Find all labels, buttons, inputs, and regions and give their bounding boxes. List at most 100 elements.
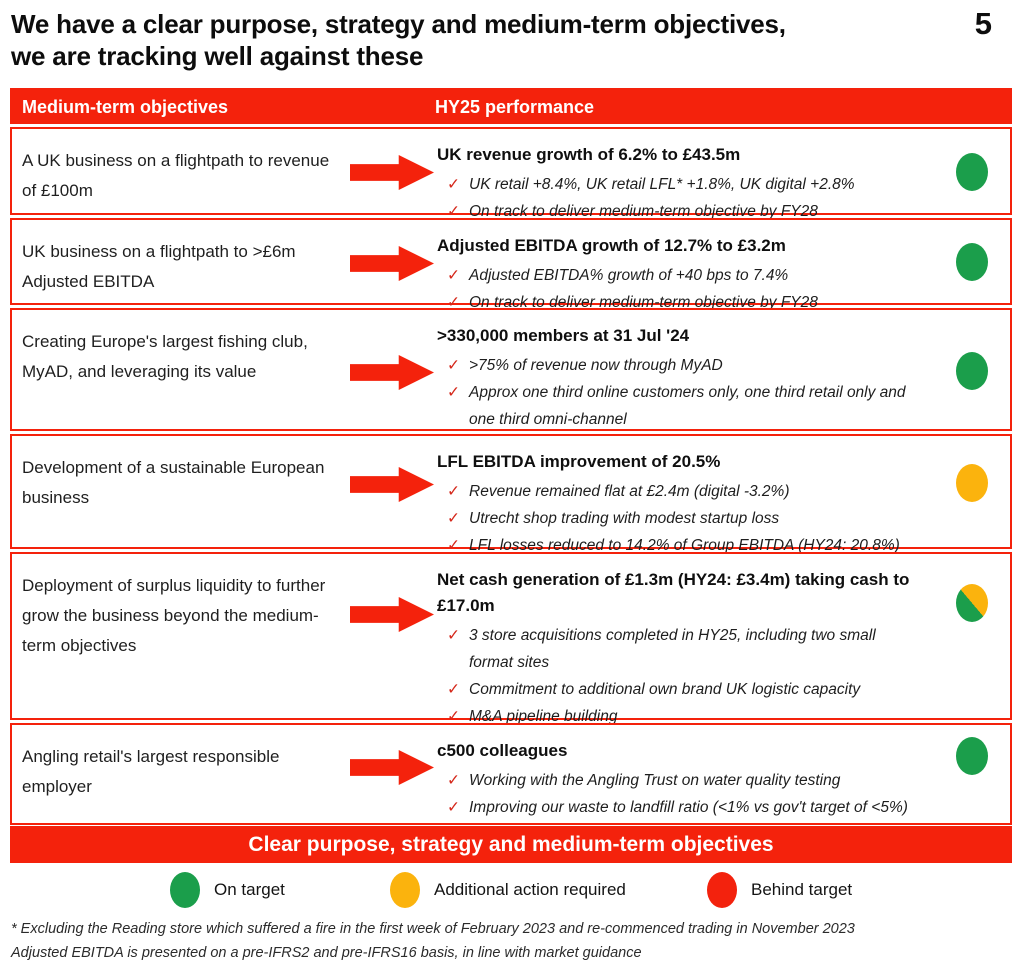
arrow-right-icon xyxy=(350,750,434,785)
bullet-text: Utrecht shop trading with modest startup… xyxy=(469,510,780,527)
legend-item-on-target: On target xyxy=(170,872,285,908)
performance-cell: UK revenue growth of 6.2% to £43.5m ✓ UK … xyxy=(437,142,919,225)
checkmark-icon: ✓ xyxy=(447,203,460,220)
footnote-reading-store: * Excluding the Reading store which suff… xyxy=(11,921,855,937)
red-circle-icon xyxy=(707,872,737,908)
bullet-text: Improving our waste to landfill ratio (<… xyxy=(469,799,908,816)
table-row: Development of a sustainable European bu… xyxy=(10,434,1012,554)
header-medium-term-objectives: Medium-term objectives xyxy=(22,97,229,117)
bullet-text: >75% of revenue now through MyAD xyxy=(469,357,723,374)
bullet-text: M&A pipeline building xyxy=(469,708,618,725)
summary-banner-text: Clear purpose, strategy and medium-term … xyxy=(248,832,774,856)
bullet-text: UK retail +8.4%, UK retail LFL* +1.8%, U… xyxy=(469,176,855,193)
performance-headline: LFL EBITDA improvement of 20.5% xyxy=(437,452,721,471)
performance-bullet: ✓ Improving our waste to landfill ratio (… xyxy=(437,794,919,821)
amber-circle-icon xyxy=(390,872,420,908)
page-number: 5 xyxy=(974,6,992,41)
arrow-right-icon xyxy=(350,597,434,632)
bullet-text: On track to deliver medium-term objectiv… xyxy=(469,203,818,220)
performance-headline: Adjusted EBITDA growth of 12.7% to £3.2m xyxy=(437,236,786,255)
objective-text: UK business on a flightpath to >£6m Adju… xyxy=(22,242,296,291)
arrow-right-icon xyxy=(350,155,434,190)
status-indicator xyxy=(956,243,988,281)
checkmark-icon: ✓ xyxy=(447,384,460,401)
checkmark-icon: ✓ xyxy=(447,357,460,374)
header-hy25-performance: HY25 performance xyxy=(435,97,595,117)
checkmark-icon: ✓ xyxy=(447,483,460,500)
bullet-text: On track to deliver medium-term objectiv… xyxy=(469,294,818,311)
performance-bullet: ✓ On track to deliver medium-term objecti… xyxy=(437,198,919,225)
status-indicator-split xyxy=(956,584,988,622)
performance-headline: Net cash generation of £1.3m (HY24: £3.4… xyxy=(437,570,910,615)
checkmark-icon: ✓ xyxy=(447,708,460,725)
checkmark-icon: ✓ xyxy=(447,267,460,284)
page-title-line-2: we are tracking well against these xyxy=(11,41,424,71)
objectives-table: Medium-term objectives HY25 performance … xyxy=(10,88,1012,825)
objective-text: Angling retail's largest responsible emp… xyxy=(22,747,280,796)
performance-cell: >330,000 members at 31 Jul '24 ✓ >75% of … xyxy=(437,323,919,433)
summary-banner: Clear purpose, strategy and medium-term … xyxy=(10,826,1012,863)
table-row: A UK business on a flightpath to revenue… xyxy=(10,127,1012,220)
checkmark-icon: ✓ xyxy=(447,294,460,311)
performance-cell: Adjusted EBITDA growth of 12.7% to £3.2m… xyxy=(437,233,919,316)
arrow-right-icon xyxy=(350,355,434,390)
page-title: We have a clear purpose, strategy and me… xyxy=(11,8,911,72)
performance-bullet: ✓ M&A pipeline building xyxy=(437,703,919,730)
performance-bullet: ✓ Utrecht shop trading with modest startu… xyxy=(437,505,919,532)
legend-label: Behind target xyxy=(751,880,853,899)
checkmark-icon: ✓ xyxy=(447,176,460,193)
bullet-text: Commitment to additional own brand UK lo… xyxy=(469,681,861,698)
checkmark-icon: ✓ xyxy=(447,627,460,644)
status-legend: On target Additional action required Beh… xyxy=(0,872,1020,912)
table-header: Medium-term objectives HY25 performance xyxy=(10,88,1012,124)
objective-text: A UK business on a flightpath to revenue… xyxy=(22,151,330,200)
bullet-text: Working with the Angling Trust on water … xyxy=(469,772,841,789)
legend-item-behind-target: Behind target xyxy=(707,872,852,908)
page-title-line-1: We have a clear purpose, strategy and me… xyxy=(11,9,786,39)
legend-item-additional-action: Additional action required xyxy=(390,872,626,908)
bullet-text: Adjusted EBITDA% growth of +40 bps to 7.… xyxy=(469,267,789,284)
performance-bullet: ✓ >75% of revenue now through MyAD xyxy=(437,352,919,379)
performance-headline: >330,000 members at 31 Jul '24 xyxy=(437,326,690,345)
checkmark-icon: ✓ xyxy=(447,537,460,554)
performance-bullet: ✓ Working with the Angling Trust on water… xyxy=(437,767,919,794)
performance-cell: c500 colleagues ✓ Working with the Anglin… xyxy=(437,738,919,821)
checkmark-icon: ✓ xyxy=(447,510,460,527)
checkmark-icon: ✓ xyxy=(447,681,460,698)
bullet-text: Revenue remained flat at £2.4m (digital … xyxy=(469,483,790,500)
performance-cell: LFL EBITDA improvement of 20.5% ✓ Revenue… xyxy=(437,449,919,559)
bullet-text: Approx one third online customers only, … xyxy=(469,384,906,428)
table-row: Angling retail's largest responsible emp… xyxy=(10,723,1012,825)
footnote-adjusted-ebitda: Adjusted EBITDA is presented on a pre-IF… xyxy=(11,945,642,961)
status-indicator xyxy=(956,153,988,191)
legend-label: Additional action required xyxy=(434,880,626,899)
performance-headline: UK revenue growth of 6.2% to £43.5m xyxy=(437,145,741,164)
performance-bullet: ✓ Adjusted EBITDA% growth of +40 bps to 7… xyxy=(437,262,919,289)
performance-bullet: ✓ 3 store acquisitions completed in HY25,… xyxy=(437,622,919,676)
bullet-text: LFL losses reduced to 14.2% of Group EBI… xyxy=(469,537,900,554)
table-row: Deployment of surplus liquidity to furth… xyxy=(10,552,1012,725)
arrow-right-icon xyxy=(350,467,434,502)
objective-text: Deployment of surplus liquidity to furth… xyxy=(22,576,326,655)
bullet-text: 3 store acquisitions completed in HY25, … xyxy=(469,627,876,671)
objective-text: Creating Europe's largest fishing club, … xyxy=(22,332,308,381)
legend-label: On target xyxy=(214,880,285,899)
performance-bullet: ✓ Commitment to additional own brand UK l… xyxy=(437,676,919,703)
status-indicator xyxy=(956,737,988,775)
table-row: UK business on a flightpath to >£6m Adju… xyxy=(10,218,1012,311)
objective-text: Development of a sustainable European bu… xyxy=(22,458,325,507)
checkmark-icon: ✓ xyxy=(447,772,460,789)
performance-headline: c500 colleagues xyxy=(437,741,568,760)
performance-cell: Net cash generation of £1.3m (HY24: £3.4… xyxy=(437,567,919,730)
performance-bullet: ✓ Approx one third online customers only,… xyxy=(437,379,919,433)
performance-bullet: ✓ On track to deliver medium-term objecti… xyxy=(437,289,919,316)
checkmark-icon: ✓ xyxy=(447,799,460,816)
performance-bullet: ✓ UK retail +8.4%, UK retail LFL* +1.8%, … xyxy=(437,171,919,198)
performance-bullet: ✓ LFL losses reduced to 14.2% of Group EB… xyxy=(437,532,919,559)
green-circle-icon xyxy=(170,872,200,908)
arrow-right-icon xyxy=(350,246,434,281)
status-indicator xyxy=(956,464,988,502)
performance-bullet: ✓ Revenue remained flat at £2.4m (digital… xyxy=(437,478,919,505)
table-row: Creating Europe's largest fishing club, … xyxy=(10,308,1012,431)
